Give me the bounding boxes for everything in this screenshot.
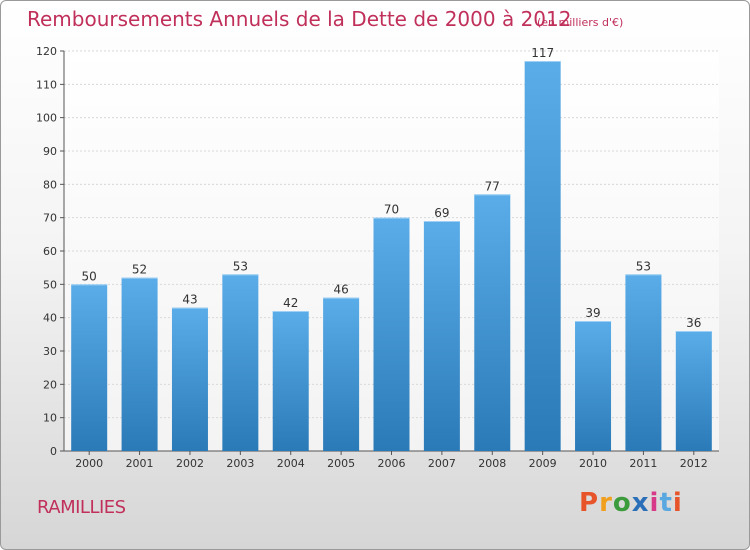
brand-letter: o: [612, 488, 632, 518]
bar: [323, 297, 360, 451]
y-tick-label: 20: [43, 378, 57, 391]
value-label: 70: [384, 203, 399, 217]
x-tick-label: 2001: [126, 457, 154, 470]
y-tick-label: 0: [50, 445, 57, 458]
value-label: 69: [434, 206, 449, 220]
brand-letter: x: [631, 488, 650, 518]
bars: [71, 61, 712, 452]
y-tick-label: 70: [43, 212, 57, 225]
value-label: 53: [233, 259, 248, 273]
bar: [474, 194, 511, 452]
x-tick-label: 2009: [529, 457, 557, 470]
bar: [71, 284, 108, 451]
x-tick-label: 2004: [277, 457, 305, 470]
bar: [524, 61, 561, 451]
bar: [222, 274, 259, 451]
value-label: 50: [82, 269, 97, 283]
x-tick-label: 2002: [176, 457, 204, 470]
x-tick-label: 2012: [680, 457, 708, 470]
brand-letter: P: [579, 488, 600, 518]
y-tick-label: 110: [36, 78, 57, 91]
labels: 0 10 20 30 40 50 60 70 80 90 100 110 120 50 2000 52 2001…: [36, 45, 708, 470]
value-label: 43: [182, 293, 197, 307]
value-label: 77: [485, 179, 500, 193]
x-tick-label: 2006: [378, 457, 406, 470]
bar: [121, 277, 158, 451]
x-tick-label: 2010: [579, 457, 607, 470]
y-tick-label: 40: [43, 312, 57, 325]
x-tick-label: 2003: [226, 457, 254, 470]
x-tick-label: 2005: [327, 457, 355, 470]
chart-subtitle: (en milliers d'€): [537, 16, 624, 29]
y-tick-label: 100: [36, 112, 57, 125]
value-label: 117: [531, 46, 554, 60]
bar: [373, 217, 410, 451]
brand-letter: i: [672, 488, 683, 518]
value-label: 52: [132, 263, 147, 277]
brand-letter: i: [649, 488, 660, 518]
y-tick-label: 60: [43, 245, 57, 258]
y-tick-label: 80: [43, 178, 57, 191]
y-tick-label: 10: [43, 412, 57, 425]
bar: [272, 311, 309, 451]
value-label: 39: [585, 306, 600, 320]
bar: [575, 321, 612, 451]
x-tick-label: 2008: [478, 457, 506, 470]
value-label: 42: [283, 296, 298, 310]
bar: [625, 274, 662, 451]
value-label: 53: [636, 259, 651, 273]
bar: [423, 221, 460, 451]
y-tick-label: 120: [36, 45, 57, 58]
y-tick-label: 90: [43, 145, 57, 158]
y-tick-label: 50: [43, 278, 57, 291]
x-tick-label: 2007: [428, 457, 456, 470]
x-tick-label: 2000: [75, 457, 103, 470]
brand-letter: t: [659, 488, 673, 518]
chart-title: Remboursements Annuels de la Dette de 20…: [27, 7, 572, 31]
place-name: RAMILLIES: [37, 497, 126, 518]
bar: [171, 307, 208, 451]
value-label: 46: [333, 283, 348, 297]
value-label: 36: [686, 316, 701, 330]
brand-logo: Proxiti: [579, 488, 683, 518]
brand-letter: r: [599, 488, 613, 518]
x-tick-label: 2011: [629, 457, 657, 470]
bar: [675, 331, 712, 451]
y-tick-label: 30: [43, 345, 57, 358]
